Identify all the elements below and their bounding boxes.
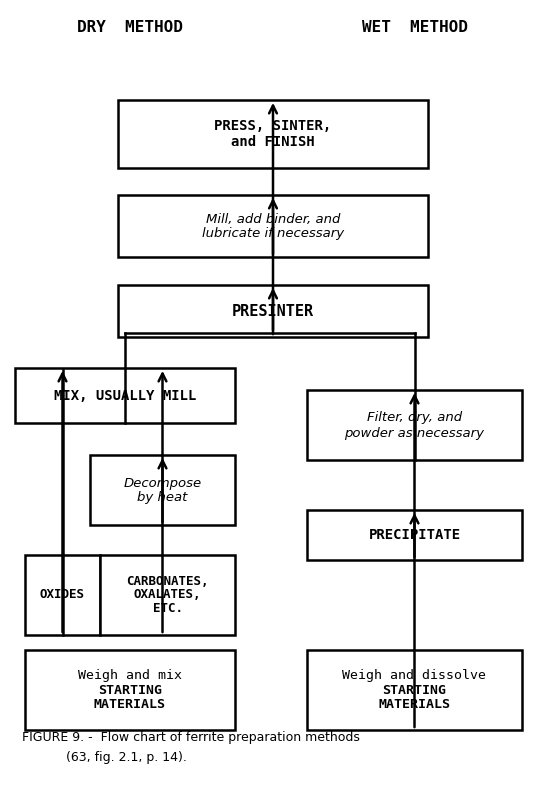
Text: Mill, add binder, and: Mill, add binder, and <box>206 213 340 225</box>
Text: MIX, USUALLY MILL: MIX, USUALLY MILL <box>54 388 196 403</box>
Text: (63, fig. 2.1, p. 14).: (63, fig. 2.1, p. 14). <box>22 751 187 764</box>
Text: Decompose: Decompose <box>124 476 201 489</box>
Text: CARBONATES,: CARBONATES, <box>126 575 209 588</box>
Bar <box>118 195 428 257</box>
Text: STARTING: STARTING <box>382 683 446 696</box>
Text: ETC.: ETC. <box>153 602 183 615</box>
Bar <box>118 285 428 337</box>
Bar <box>25 650 235 730</box>
Text: MATERIALS: MATERIALS <box>379 698 451 711</box>
Bar <box>90 455 235 525</box>
Bar <box>100 555 235 635</box>
Text: Weigh and mix: Weigh and mix <box>78 669 182 683</box>
Text: Filter, dry, and: Filter, dry, and <box>367 411 462 424</box>
Text: PRESS, SINTER,: PRESS, SINTER, <box>214 119 331 133</box>
Bar <box>118 100 428 168</box>
Text: lubricate if necessary: lubricate if necessary <box>202 228 344 241</box>
Text: FIGURE 9. -  Flow chart of ferrite preparation methods: FIGURE 9. - Flow chart of ferrite prepar… <box>22 731 360 744</box>
Bar <box>15 368 235 423</box>
Text: STARTING: STARTING <box>98 683 162 696</box>
Text: MATERIALS: MATERIALS <box>94 698 166 711</box>
Bar <box>307 510 522 560</box>
Text: and FINISH: and FINISH <box>231 135 315 148</box>
Text: by heat: by heat <box>137 492 188 504</box>
Text: PRECIPITATE: PRECIPITATE <box>369 528 461 542</box>
Text: powder as necessary: powder as necessary <box>345 427 485 439</box>
Text: DRY  METHOD: DRY METHOD <box>77 21 183 35</box>
Bar <box>25 555 100 635</box>
Bar <box>307 650 522 730</box>
Text: Weigh and dissolve: Weigh and dissolve <box>342 669 486 683</box>
Text: WET  METHOD: WET METHOD <box>362 21 468 35</box>
Text: PRESINTER: PRESINTER <box>232 303 314 318</box>
Bar <box>307 390 522 460</box>
Text: OXIDES: OXIDES <box>40 589 85 602</box>
Text: OXALATES,: OXALATES, <box>134 589 201 602</box>
